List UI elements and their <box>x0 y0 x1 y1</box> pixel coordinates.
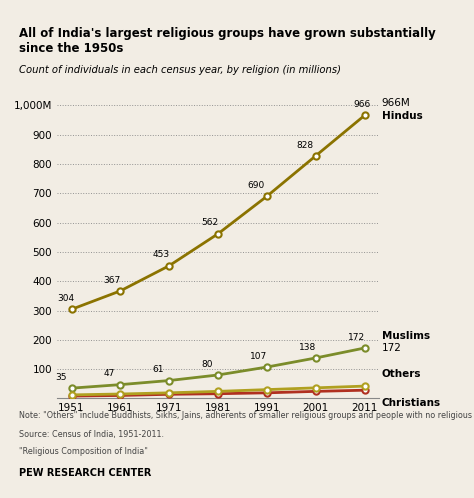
Text: Count of individuals in each census year, by religion (in millions): Count of individuals in each census year… <box>19 65 341 75</box>
Text: Hindus: Hindus <box>382 112 422 122</box>
Text: 35: 35 <box>55 373 66 382</box>
Text: Muslims: Muslims <box>382 331 430 341</box>
Text: 172: 172 <box>348 333 365 342</box>
Text: 80: 80 <box>201 360 213 369</box>
Text: 47: 47 <box>104 370 115 378</box>
Text: 172: 172 <box>382 343 401 353</box>
Text: Christians: Christians <box>382 397 441 408</box>
Text: Others: Others <box>382 369 421 378</box>
Text: PEW RESEARCH CENTER: PEW RESEARCH CENTER <box>19 468 151 478</box>
Text: 367: 367 <box>104 275 121 284</box>
Text: Note: "Others" include Buddhists, Sikhs, Jains, adherents of smaller religious g: Note: "Others" include Buddhists, Sikhs,… <box>19 411 474 420</box>
Text: Source: Census of India, 1951-2011.: Source: Census of India, 1951-2011. <box>19 430 164 439</box>
Text: 828: 828 <box>296 140 313 149</box>
Text: 61: 61 <box>153 365 164 374</box>
Text: 562: 562 <box>201 219 219 228</box>
Text: 966: 966 <box>354 100 371 109</box>
Text: 138: 138 <box>299 343 316 352</box>
Text: All of India's largest religious groups have grown substantially since the 1950s: All of India's largest religious groups … <box>19 27 436 55</box>
Text: 304: 304 <box>58 294 75 303</box>
Text: 107: 107 <box>250 352 267 361</box>
Text: 690: 690 <box>247 181 264 190</box>
Text: 453: 453 <box>153 250 170 259</box>
Text: "Religious Composition of India": "Religious Composition of India" <box>19 447 148 456</box>
Text: 966M: 966M <box>382 98 410 108</box>
